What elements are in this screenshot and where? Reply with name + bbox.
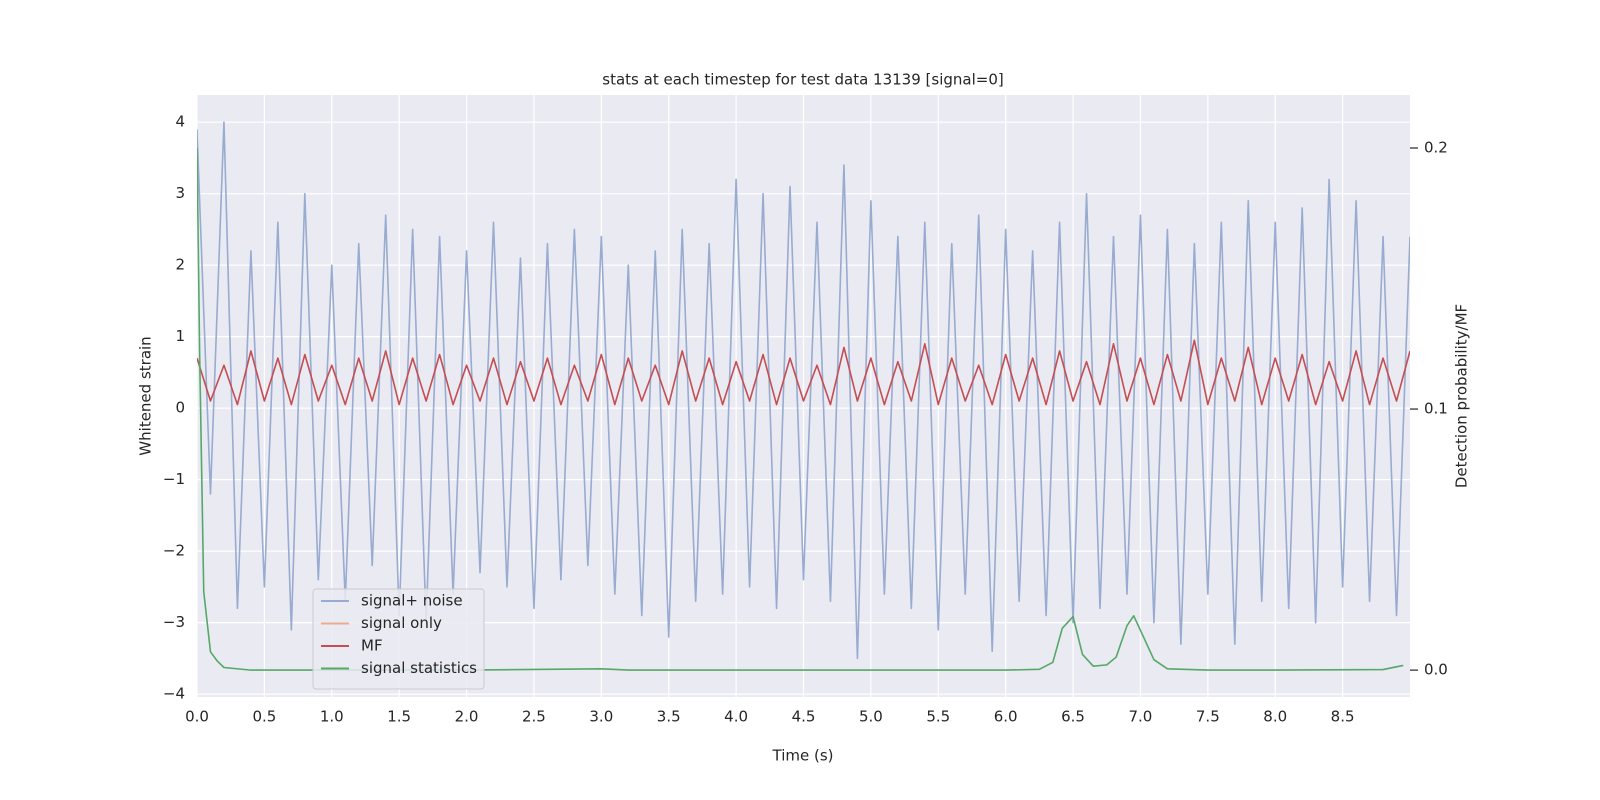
y2-axis-label: Detection probability/MF xyxy=(1453,304,1471,488)
legend-label: signal statistics xyxy=(361,659,477,677)
y-tick-label: −1 xyxy=(163,470,185,488)
ticks: 0.0 0.5 1.0 1.5 2.0 2.5 3.0 3.5 4.0 4.5 5.0 5.5 6.0 6… xyxy=(163,113,1448,726)
y-tick-label: 1 xyxy=(175,327,185,345)
x-tick-label: 3.5 xyxy=(657,708,681,726)
y-tick-label: 0 xyxy=(175,399,185,417)
legend: signal+ noise signal only MF signal statist… xyxy=(312,588,485,690)
x-tick-label: 4.0 xyxy=(724,708,748,726)
legend-box xyxy=(312,588,485,690)
y-tick-label: −3 xyxy=(163,613,185,631)
x-tick-label: 1.0 xyxy=(320,708,344,726)
x-tick-label: 4.5 xyxy=(792,708,816,726)
x-tick-label: 0.5 xyxy=(252,708,276,726)
legend-label: MF xyxy=(361,637,383,655)
chart-title: stats at each timestep for test data 131… xyxy=(602,71,1003,89)
x-tick-label: 5.0 xyxy=(859,708,883,726)
x-tick-label: 7.5 xyxy=(1196,708,1220,726)
y-axis-label: Whitened strain xyxy=(137,336,155,455)
y-tick-label: 2 xyxy=(175,256,185,274)
y2-tick-label: 0.1 xyxy=(1424,400,1448,418)
series-line xyxy=(197,339,1410,406)
y2-tick-label: 0.2 xyxy=(1424,138,1448,156)
legend-label: signal only xyxy=(361,614,442,632)
legend-label: signal+ noise xyxy=(361,592,463,610)
x-tick-label: 0.0 xyxy=(185,708,209,726)
series-line xyxy=(197,147,1404,671)
y-tick-label: −4 xyxy=(163,685,185,703)
y-tick-label: 4 xyxy=(175,113,185,131)
x-tick-label: 2.5 xyxy=(522,708,546,726)
x-tick-label: 8.0 xyxy=(1263,708,1287,726)
x-tick-label: 2.0 xyxy=(455,708,479,726)
y2-tick-label: 0.0 xyxy=(1424,661,1448,679)
x-tick-label: 8.5 xyxy=(1331,708,1355,726)
x-tick-label: 3.0 xyxy=(589,708,613,726)
y-tick-label: 3 xyxy=(175,184,185,202)
x-tick-label: 1.5 xyxy=(387,708,411,726)
x-axis-label: Time (s) xyxy=(772,747,834,765)
x-tick-label: 5.5 xyxy=(926,708,950,726)
x-tick-label: 6.0 xyxy=(994,708,1018,726)
x-tick-label: 6.5 xyxy=(1061,708,1085,726)
y-tick-label: −2 xyxy=(163,542,185,560)
x-tick-label: 7.0 xyxy=(1129,708,1153,726)
